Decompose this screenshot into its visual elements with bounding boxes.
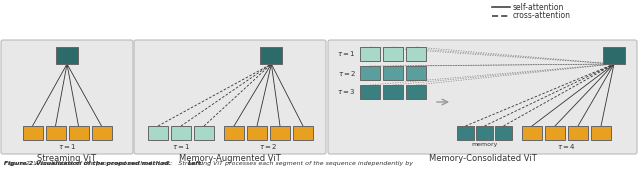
FancyBboxPatch shape xyxy=(68,126,88,140)
FancyBboxPatch shape xyxy=(383,47,403,61)
Text: $\tau = 2$: $\tau = 2$ xyxy=(259,142,278,151)
FancyBboxPatch shape xyxy=(260,47,282,64)
Text: cross-attention: cross-attention xyxy=(513,11,571,20)
FancyBboxPatch shape xyxy=(56,47,78,64)
FancyBboxPatch shape xyxy=(134,40,326,154)
Text: $\tau = 1$: $\tau = 1$ xyxy=(337,50,356,58)
FancyBboxPatch shape xyxy=(360,66,380,80)
FancyBboxPatch shape xyxy=(360,47,380,61)
Text: Memory-Augmented ViT: Memory-Augmented ViT xyxy=(179,154,281,163)
FancyBboxPatch shape xyxy=(406,66,426,80)
Text: Streaming ViT: Streaming ViT xyxy=(37,154,97,163)
FancyBboxPatch shape xyxy=(270,126,290,140)
Text: memory: memory xyxy=(471,142,498,147)
Text: Figure 2. Visualization of the proposed method.  Left:   Streaming ViT processes: Figure 2. Visualization of the proposed … xyxy=(4,161,413,166)
FancyBboxPatch shape xyxy=(383,85,403,99)
FancyBboxPatch shape xyxy=(406,47,426,61)
FancyBboxPatch shape xyxy=(603,47,625,64)
FancyBboxPatch shape xyxy=(383,66,403,80)
Text: $\tau = 1$: $\tau = 1$ xyxy=(58,142,76,151)
Text: Memory-Consolidated ViT: Memory-Consolidated ViT xyxy=(429,154,536,163)
Text: $\tau = 2$: $\tau = 2$ xyxy=(337,68,356,78)
FancyBboxPatch shape xyxy=(522,126,542,140)
FancyBboxPatch shape xyxy=(545,126,565,140)
FancyBboxPatch shape xyxy=(45,126,65,140)
Text: Figure 2.: Figure 2. xyxy=(4,161,36,166)
Text: $\tau = 4$: $\tau = 4$ xyxy=(557,142,576,151)
Text: self-attention: self-attention xyxy=(513,3,564,11)
FancyBboxPatch shape xyxy=(148,126,168,140)
FancyBboxPatch shape xyxy=(171,126,191,140)
FancyBboxPatch shape xyxy=(293,126,313,140)
Text: $\tau = 1$: $\tau = 1$ xyxy=(172,142,190,151)
FancyBboxPatch shape xyxy=(476,126,493,140)
Text: Left:: Left: xyxy=(188,161,205,166)
FancyBboxPatch shape xyxy=(22,126,42,140)
FancyBboxPatch shape xyxy=(92,126,111,140)
Text: $\tau = 3$: $\tau = 3$ xyxy=(337,88,356,96)
FancyBboxPatch shape xyxy=(1,40,133,154)
FancyBboxPatch shape xyxy=(591,126,611,140)
FancyBboxPatch shape xyxy=(495,126,512,140)
FancyBboxPatch shape xyxy=(568,126,588,140)
FancyBboxPatch shape xyxy=(247,126,267,140)
FancyBboxPatch shape xyxy=(194,126,214,140)
FancyBboxPatch shape xyxy=(328,40,637,154)
Text: Visualization of the proposed method.: Visualization of the proposed method. xyxy=(36,161,172,166)
FancyBboxPatch shape xyxy=(457,126,474,140)
FancyBboxPatch shape xyxy=(224,126,244,140)
FancyBboxPatch shape xyxy=(406,85,426,99)
FancyBboxPatch shape xyxy=(360,85,380,99)
